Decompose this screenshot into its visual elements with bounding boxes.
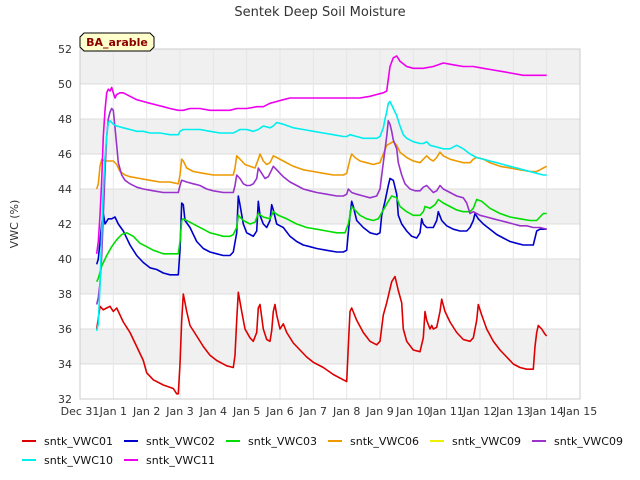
x-tick-label: Jan 5 <box>232 405 260 418</box>
x-tick-label: Jan 15 <box>562 405 597 418</box>
legend-label: sntk_VWC09 <box>452 435 521 448</box>
x-tick-label: Jan 4 <box>199 405 227 418</box>
x-tick-label: Jan 9 <box>365 405 393 418</box>
badge-label: BA_arable <box>86 36 148 49</box>
badge-box <box>79 32 155 52</box>
x-tick-label: Jan 3 <box>165 405 193 418</box>
legend-label: sntk_VWC10 <box>44 454 113 467</box>
plot-frame <box>79 48 581 400</box>
y-tick-label: 34 <box>58 358 72 371</box>
x-tick-label: Jan 11 <box>428 405 463 418</box>
grid-band <box>80 259 580 294</box>
x-tick-label: Jan 13 <box>495 405 530 418</box>
grid-band <box>80 329 580 364</box>
legend-label: sntk_VWC03 <box>248 435 317 448</box>
series-line-sntk_vwc09 <box>95 107 547 305</box>
series-line-sntk_vwc11 <box>95 55 547 254</box>
y-tick-label: 32 <box>58 393 72 406</box>
legend-label: sntk_VWC02 <box>146 435 215 448</box>
y-tick-label: 46 <box>58 148 72 161</box>
chart-title: Sentek Deep Soil Moisture <box>234 5 405 20</box>
grid-band <box>80 119 580 154</box>
x-tick-label: Jan 6 <box>265 405 293 418</box>
y-tick-label: 48 <box>58 113 72 126</box>
y-tick-label: 44 <box>58 183 72 196</box>
series-line-sntk_vwc02 <box>95 177 547 276</box>
x-axis-ticks: Dec 31 Jan 1 Jan 2 Jan 3 Jan 4 Jan 5 Jan 6 Jan … <box>61 405 598 418</box>
badge: BA_arable <box>79 32 155 52</box>
legend-label: sntk_VWC06 <box>350 435 419 448</box>
legend: sntk_VWC01 sntk_VWC02 sntk_VWC03 sntk_VWC06… <box>22 435 623 467</box>
y-tick-label: 40 <box>58 253 72 266</box>
legend-label: sntk_VWC11 <box>146 454 215 467</box>
y-axis-ticks: 32 34 36 38 40 42 44 46 48 50 52 <box>58 43 72 406</box>
x-tick-label: Dec 31 <box>61 405 100 418</box>
x-tick-label: Jan 2 <box>132 405 160 418</box>
x-tick-label: Jan 8 <box>332 405 360 418</box>
x-tick-label: Jan 10 <box>395 405 430 418</box>
x-tick-label: Jan 7 <box>299 405 327 418</box>
y-tick-label: 36 <box>58 323 72 336</box>
y-tick-label: 52 <box>58 43 72 56</box>
y-tick-label: 38 <box>58 288 72 301</box>
x-tick-label: Jan 1 <box>99 405 127 418</box>
y-axis-label: VWC (%) <box>8 200 21 249</box>
x-tick-label: Jan 12 <box>462 405 497 418</box>
series-lines <box>95 55 548 395</box>
series-line-sntk_vwc01 <box>95 275 548 395</box>
legend-label: sntk_VWC01 <box>44 435 113 448</box>
legend-label: sntk_VWC09 <box>554 435 623 448</box>
y-tick-label: 50 <box>58 78 72 91</box>
series-line-sntk_vwc10 <box>95 100 547 331</box>
series-line-sntk_vwc03 <box>95 195 547 283</box>
x-tick-label: Jan 14 <box>528 405 563 418</box>
series-line-sntk_vwc06 <box>95 140 548 190</box>
grid-band <box>80 49 580 84</box>
y-tick-label: 42 <box>58 218 72 231</box>
